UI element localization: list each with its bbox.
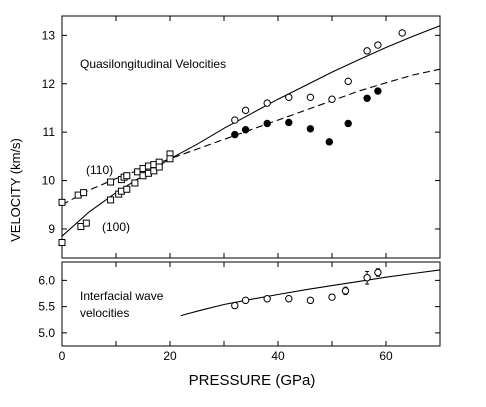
y-tick-label: 10: [42, 174, 56, 188]
open-circle-marker: [344, 77, 352, 86]
bottom-plot-frame: [61, 261, 441, 347]
filled-circle-marker: [306, 125, 315, 133]
square-marker: [123, 185, 131, 193]
square-marker: [80, 189, 88, 197]
open-circle-marker: [363, 47, 371, 55]
y-tick-label: 6.0: [38, 273, 55, 287]
dashed_curve: [61, 68, 441, 206]
square-marker: [58, 198, 66, 206]
open-circle-marker: [285, 93, 293, 102]
y-tick-label: 5.5: [38, 300, 55, 314]
y-tick-label: 11: [43, 125, 56, 139]
square-marker: [131, 179, 139, 187]
filled-circle-marker: [231, 130, 239, 139]
square-marker: [155, 163, 163, 171]
square-marker: [150, 167, 158, 175]
open-circle-marker: [374, 268, 382, 277]
y-tick-label: 13: [42, 28, 56, 42]
filled-circle-marker: [344, 119, 352, 128]
open-circle-marker: [363, 274, 371, 282]
open-circle-marker: [263, 99, 271, 107]
filled-circle-marker: [363, 94, 371, 102]
open-circle-marker: [374, 41, 382, 49]
open-circle-marker: [328, 293, 336, 301]
open-circle-marker: [306, 296, 315, 305]
y-axis-label: VELOCITY (km/s): [8, 138, 23, 242]
iw_curve: [180, 269, 441, 317]
y-tick-label: 5.0: [38, 326, 55, 340]
square-marker: [123, 172, 131, 180]
open-circle-marker: [285, 295, 293, 303]
top-annotation: Quasilongitudinal Velocities: [80, 57, 226, 71]
bottom-panel: 5.0 5.5 6.0 0 20 40 60 Interfacial wave velociti…: [38, 261, 441, 363]
open-circle-marker: [231, 301, 239, 310]
filled-circle-marker: [374, 87, 382, 95]
square-marker: [58, 239, 66, 247]
y-tick-label: 9: [48, 222, 55, 236]
open-circle-marker: [398, 29, 406, 37]
x-axis-label: PRESSURE (GPa): [189, 372, 316, 389]
square-marker: [82, 219, 90, 227]
open-circle-marker: [341, 287, 350, 295]
top-panel: 9 10 11 12 13 Quasilongitudinal Velocities (11…: [42, 15, 441, 259]
open-circle-marker: [241, 106, 250, 115]
filled-circle-marker: [285, 118, 293, 127]
bottom-annotation-line1: Interfacial wave: [80, 289, 164, 303]
open-circle-marker: [306, 93, 315, 102]
square-marker: [107, 196, 115, 204]
x-tick-label: 0: [59, 349, 66, 363]
y-tick-label: 12: [42, 77, 56, 91]
x-tick-label: 40: [271, 349, 285, 363]
top-plot-frame: [61, 15, 441, 259]
open-circle-marker: [231, 116, 239, 124]
filled-circle-marker: [241, 126, 250, 134]
filled-circle-marker: [263, 119, 271, 128]
x-tick-label: 20: [163, 349, 177, 363]
open-circle-marker: [328, 95, 336, 103]
x-tick-label: 60: [379, 349, 393, 363]
bottom-annotation-line2: velocities: [80, 306, 129, 320]
label-110: (110): [86, 163, 113, 177]
square-marker: [166, 155, 174, 163]
open-circle-marker: [263, 295, 271, 303]
filled-circle-marker: [325, 138, 333, 146]
square-marker: [107, 178, 115, 186]
open-circle-marker: [241, 296, 250, 305]
label-100: (100): [102, 220, 130, 234]
